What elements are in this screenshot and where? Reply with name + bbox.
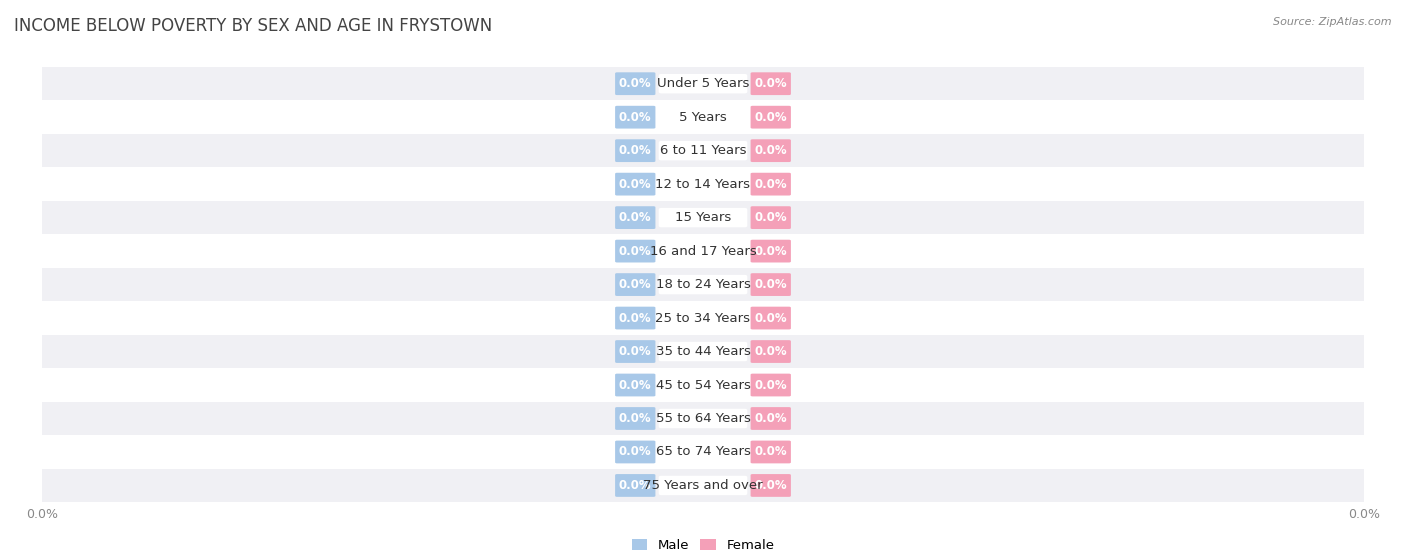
Text: 0.0%: 0.0% (755, 345, 787, 358)
FancyBboxPatch shape (659, 476, 747, 495)
Text: 75 Years and over: 75 Years and over (643, 479, 763, 492)
FancyBboxPatch shape (751, 206, 792, 229)
FancyBboxPatch shape (751, 106, 792, 128)
Text: Source: ZipAtlas.com: Source: ZipAtlas.com (1274, 17, 1392, 27)
Bar (42, 402, 1364, 435)
Text: 5 Years: 5 Years (679, 110, 727, 124)
Text: 45 to 54 Years: 45 to 54 Years (655, 378, 751, 392)
Text: 0.0%: 0.0% (755, 412, 787, 425)
Text: 0.0%: 0.0% (755, 177, 787, 191)
FancyBboxPatch shape (751, 240, 792, 262)
Bar (42, 335, 1364, 368)
FancyBboxPatch shape (659, 242, 747, 261)
Text: 0.0%: 0.0% (755, 144, 787, 157)
FancyBboxPatch shape (614, 441, 655, 463)
FancyBboxPatch shape (614, 240, 655, 262)
Text: 0.0%: 0.0% (619, 278, 651, 291)
FancyBboxPatch shape (614, 106, 655, 128)
Text: 0.0%: 0.0% (755, 244, 787, 258)
FancyBboxPatch shape (659, 442, 747, 461)
Text: 0.0%: 0.0% (619, 378, 651, 392)
Text: 0.0%: 0.0% (755, 445, 787, 459)
FancyBboxPatch shape (751, 73, 792, 95)
FancyBboxPatch shape (614, 340, 655, 363)
FancyBboxPatch shape (614, 273, 655, 296)
Text: 0.0%: 0.0% (619, 177, 651, 191)
Bar (42, 167, 1364, 201)
FancyBboxPatch shape (659, 409, 747, 428)
Text: INCOME BELOW POVERTY BY SEX AND AGE IN FRYSTOWN: INCOME BELOW POVERTY BY SEX AND AGE IN F… (14, 17, 492, 35)
Text: 18 to 24 Years: 18 to 24 Years (655, 278, 751, 291)
FancyBboxPatch shape (659, 141, 747, 160)
Text: 0.0%: 0.0% (619, 311, 651, 325)
Bar (42, 100, 1364, 134)
Text: 0.0%: 0.0% (619, 412, 651, 425)
Text: 25 to 34 Years: 25 to 34 Years (655, 311, 751, 325)
Text: 0.0%: 0.0% (619, 345, 651, 358)
Text: 6 to 11 Years: 6 to 11 Years (659, 144, 747, 157)
FancyBboxPatch shape (751, 407, 792, 430)
FancyBboxPatch shape (751, 273, 792, 296)
Text: Under 5 Years: Under 5 Years (657, 77, 749, 90)
Bar (42, 469, 1364, 502)
Text: 65 to 74 Years: 65 to 74 Years (655, 445, 751, 459)
FancyBboxPatch shape (659, 208, 747, 227)
FancyBboxPatch shape (659, 108, 747, 127)
Text: 0.0%: 0.0% (619, 445, 651, 459)
FancyBboxPatch shape (751, 307, 792, 329)
FancyBboxPatch shape (614, 140, 655, 162)
Text: 0.0%: 0.0% (755, 77, 787, 90)
Text: 55 to 64 Years: 55 to 64 Years (655, 412, 751, 425)
Bar (42, 134, 1364, 167)
Text: 0.0%: 0.0% (619, 144, 651, 157)
FancyBboxPatch shape (614, 173, 655, 195)
Bar (42, 67, 1364, 100)
FancyBboxPatch shape (614, 474, 655, 497)
Bar (42, 368, 1364, 402)
Text: 0.0%: 0.0% (755, 378, 787, 392)
FancyBboxPatch shape (659, 275, 747, 294)
FancyBboxPatch shape (751, 340, 792, 363)
Text: 15 Years: 15 Years (675, 211, 731, 224)
FancyBboxPatch shape (614, 307, 655, 329)
FancyBboxPatch shape (751, 140, 792, 162)
Legend: Male, Female: Male, Female (631, 539, 775, 552)
Bar (42, 301, 1364, 335)
Text: 0.0%: 0.0% (619, 479, 651, 492)
FancyBboxPatch shape (659, 74, 747, 93)
FancyBboxPatch shape (614, 374, 655, 396)
FancyBboxPatch shape (751, 173, 792, 195)
FancyBboxPatch shape (751, 474, 792, 497)
FancyBboxPatch shape (659, 342, 747, 361)
Text: 0.0%: 0.0% (755, 110, 787, 124)
FancyBboxPatch shape (659, 175, 747, 194)
Text: 0.0%: 0.0% (619, 110, 651, 124)
FancyBboxPatch shape (614, 73, 655, 95)
Bar (42, 234, 1364, 268)
Text: 12 to 14 Years: 12 to 14 Years (655, 177, 751, 191)
Text: 0.0%: 0.0% (755, 311, 787, 325)
Text: 0.0%: 0.0% (755, 211, 787, 224)
FancyBboxPatch shape (751, 374, 792, 396)
FancyBboxPatch shape (751, 441, 792, 463)
Text: 0.0%: 0.0% (619, 211, 651, 224)
Text: 0.0%: 0.0% (619, 77, 651, 90)
Text: 35 to 44 Years: 35 to 44 Years (655, 345, 751, 358)
Text: 0.0%: 0.0% (755, 278, 787, 291)
Text: 0.0%: 0.0% (755, 479, 787, 492)
Text: 0.0%: 0.0% (619, 244, 651, 258)
FancyBboxPatch shape (614, 206, 655, 229)
Text: 16 and 17 Years: 16 and 17 Years (650, 244, 756, 258)
Bar (42, 268, 1364, 301)
FancyBboxPatch shape (659, 376, 747, 395)
FancyBboxPatch shape (614, 407, 655, 430)
Bar (42, 435, 1364, 469)
Bar (42, 201, 1364, 234)
FancyBboxPatch shape (659, 309, 747, 328)
